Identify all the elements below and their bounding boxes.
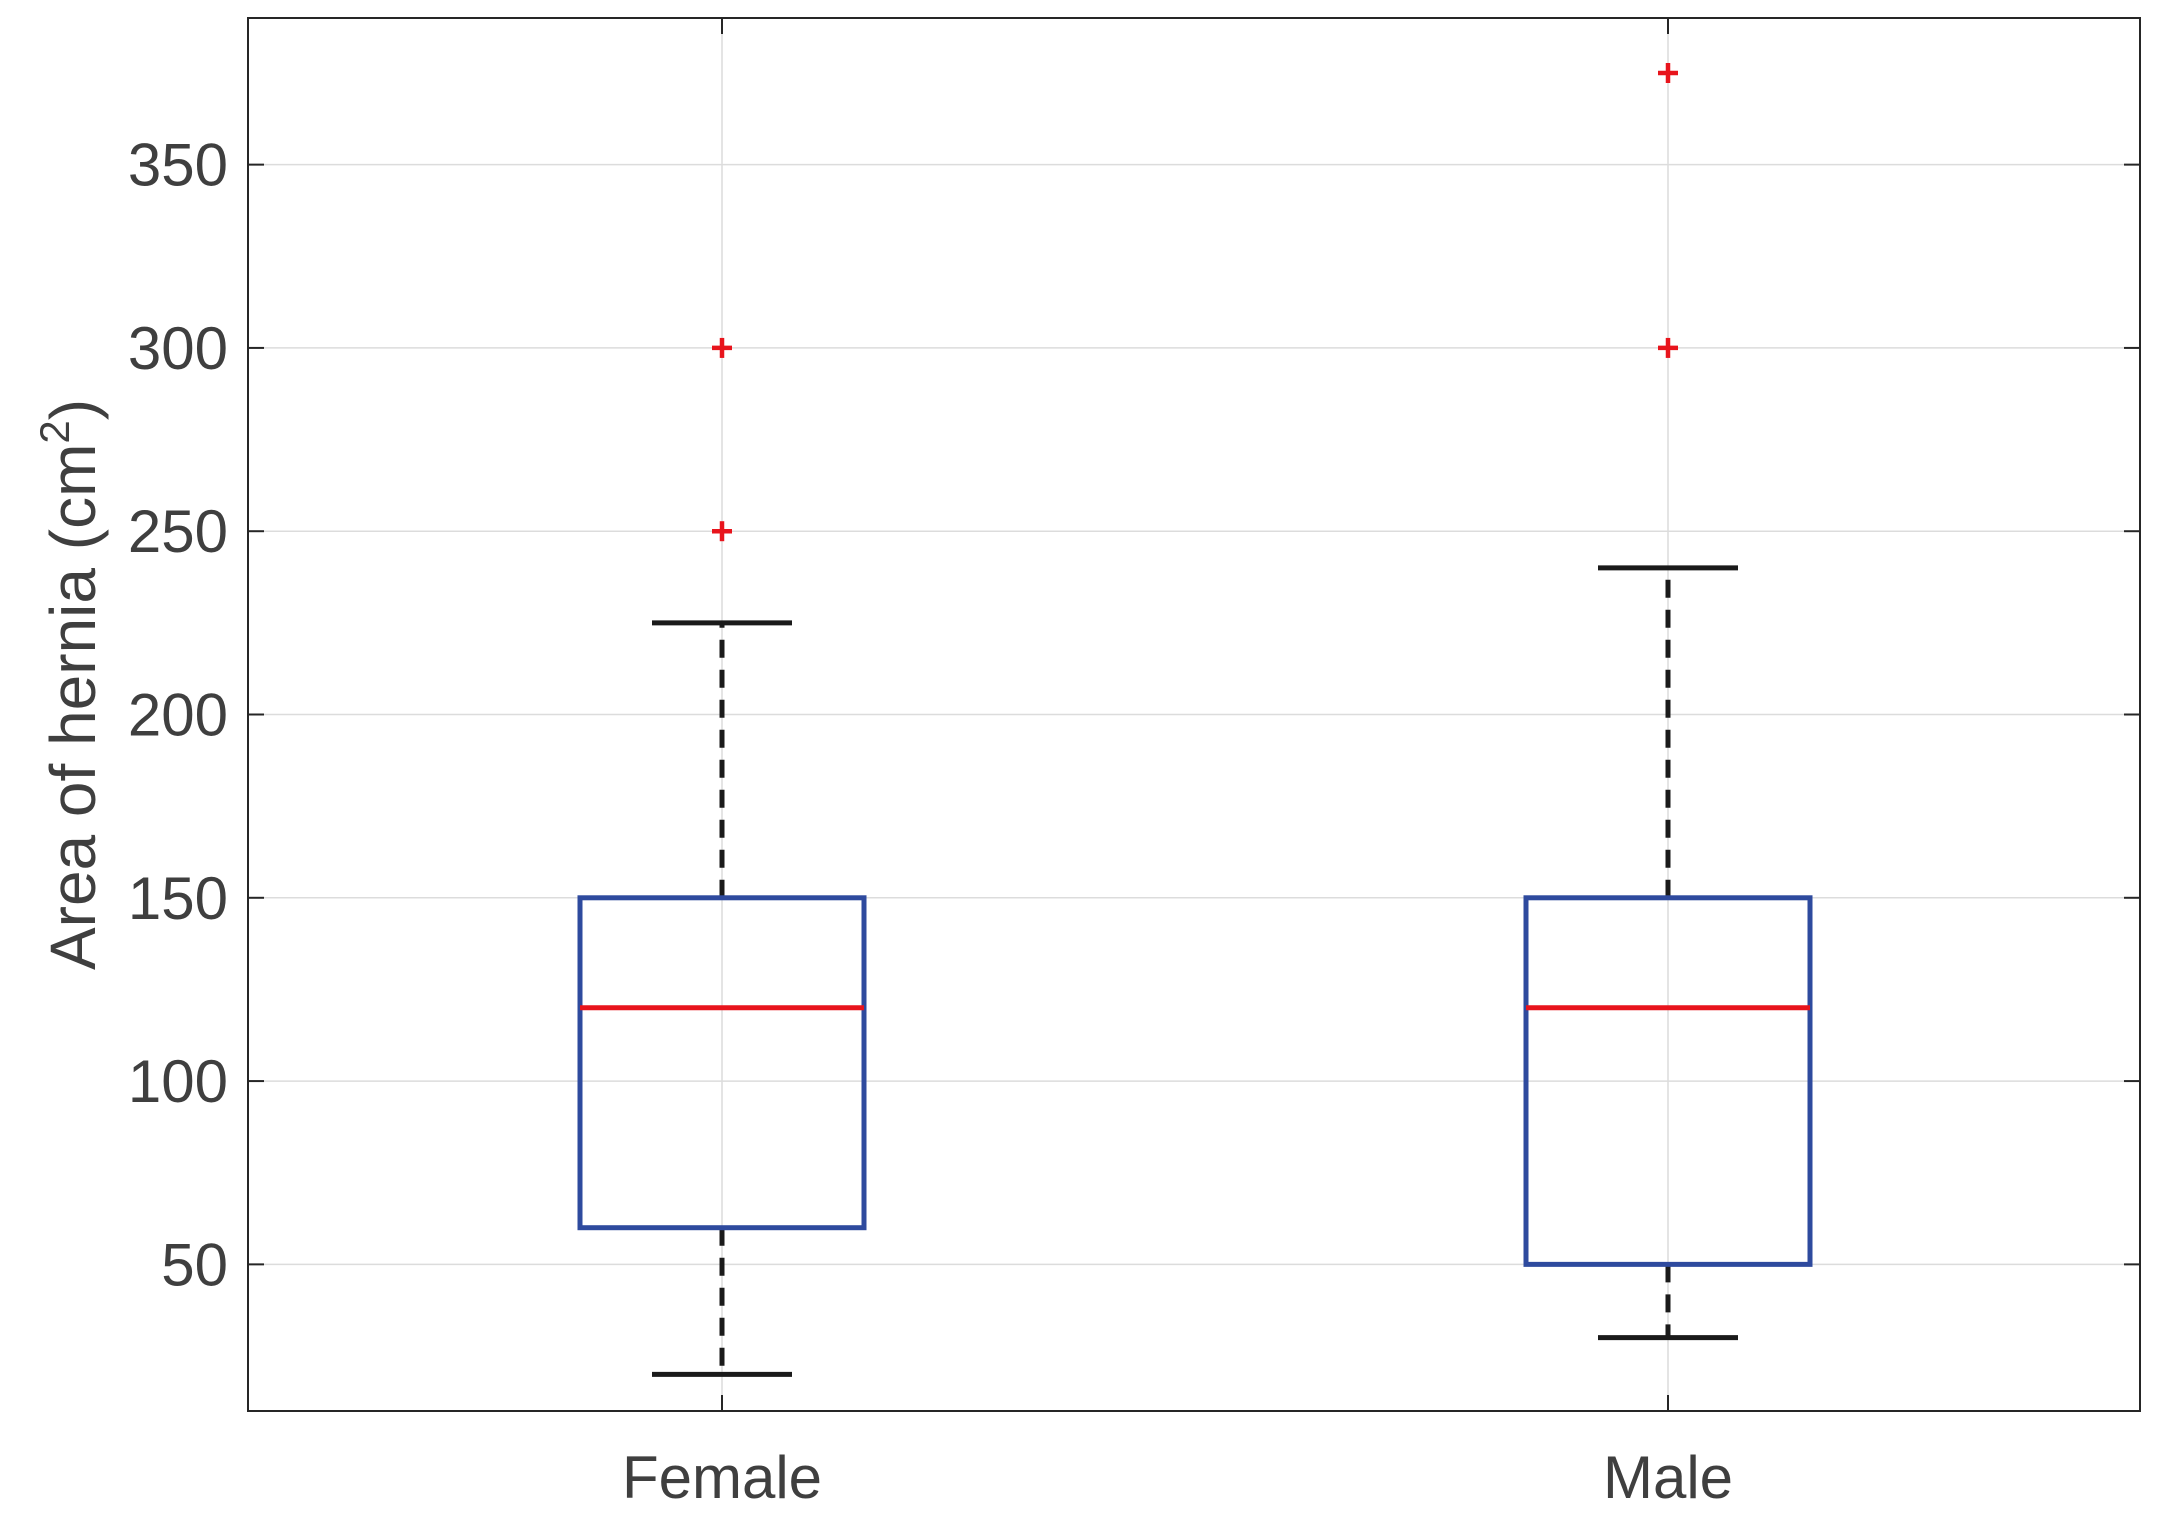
y-tick-label-150: 150 xyxy=(128,865,228,932)
outlier-female-300 xyxy=(712,337,732,358)
box-male xyxy=(1523,895,1813,1267)
box-female xyxy=(577,895,867,1231)
y-axis-title-text: Area of hernia (cm xyxy=(37,444,109,970)
y-axis-title-superscript: 2 xyxy=(31,420,78,443)
x-tick-label-female: Female xyxy=(622,1444,822,1511)
y-axis-title: Area of hernia (cm2) xyxy=(31,399,109,970)
y-tick-label-300: 300 xyxy=(128,315,228,382)
y-tick-label-200: 200 xyxy=(128,682,228,749)
outlier-male-375 xyxy=(1658,62,1678,83)
y-tick-label-100: 100 xyxy=(128,1048,228,1115)
axis-ticks xyxy=(248,18,2140,1411)
y-axis-title-close: ) xyxy=(37,399,109,420)
outlier-male-300 xyxy=(1658,337,1678,358)
y-tick-label-250: 250 xyxy=(128,498,228,565)
x-tick-label-male: Male xyxy=(1603,1444,1733,1511)
outlier-female-250 xyxy=(712,521,732,542)
box-elements xyxy=(577,62,1813,1377)
y-tick-label-50: 50 xyxy=(161,1231,228,1298)
tick-labels: 50 100 150 200 250 300 350 Female Male xyxy=(128,132,1733,1511)
grid-lines xyxy=(248,18,2140,1411)
y-tick-label-350: 350 xyxy=(128,132,228,199)
